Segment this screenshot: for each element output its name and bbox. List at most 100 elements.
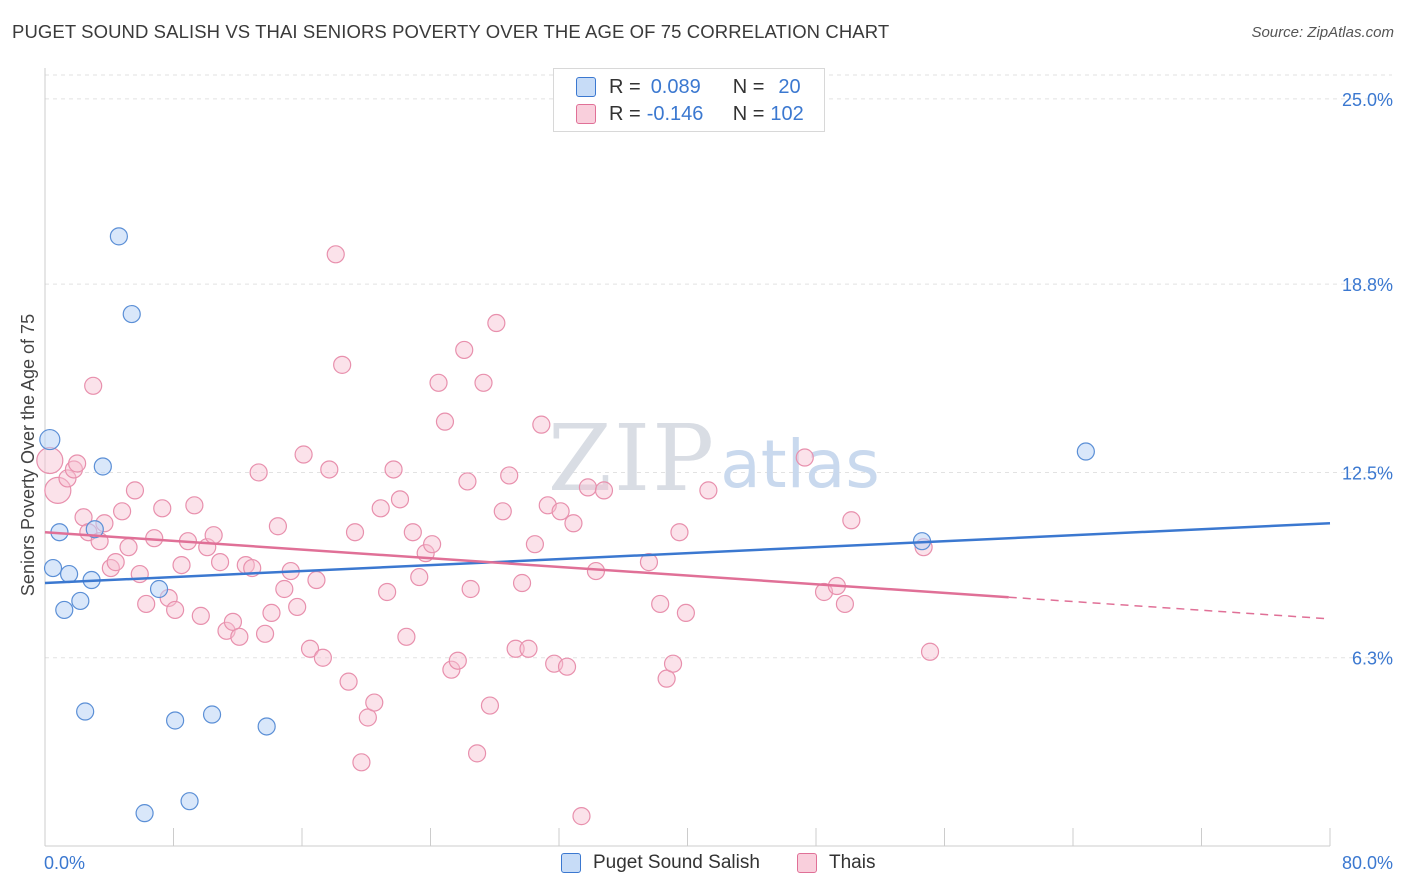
axes [44,68,1331,847]
source-credit: Source: ZipAtlas.com [1251,24,1394,41]
thais-point [185,496,204,515]
thais-point [506,639,525,658]
puget-sound-salish-point [93,457,112,476]
thais-point [500,466,519,485]
thais-point [551,502,570,521]
puget-sound-salish-point [149,579,169,599]
thais-point [403,523,422,542]
thais-point [525,535,545,554]
series-swatch-blue [561,853,581,873]
puget-sound-salish-point [257,717,276,736]
thais-point [384,460,403,479]
series-label: Puget Sound Salish [593,852,760,873]
thais-point [594,481,614,500]
thais-point [467,744,487,763]
thais-point [320,460,339,479]
thais-point [458,472,477,491]
x-tick-label-min: 0.0% [44,853,85,873]
puget-sound-salish-point [122,304,141,324]
thais-point [112,502,132,521]
thais-point [512,573,532,593]
puget-sound-salish-point [55,600,74,620]
chart-title: PUGET SOUND SALISH VS THAI SENIORS POVER… [12,21,890,42]
thais-point [397,627,416,646]
thais-point [44,476,72,504]
thais-point [172,555,191,575]
puget-sound-salish-point [71,591,90,611]
thais-trend-line [44,530,1009,599]
puget-sound-salish-point [1076,442,1095,461]
thais-point [663,654,683,673]
legend-swatch-blue [576,77,596,97]
thais-point [461,579,480,599]
thais-point [119,538,138,557]
thais-point [519,639,538,658]
watermark-zip: ZIP [548,405,716,512]
puget-sound-salish-point [135,804,154,823]
thais-point [36,446,64,475]
thais-point [307,570,326,590]
thais-point [106,553,125,572]
puget-sound-salish-point [76,702,95,721]
thais-point [578,478,598,497]
series-swatch-pink [797,853,817,873]
thais-point [557,657,577,676]
correlation-legend: R = 0.089 N = 20 R = -0.146 N = 102 [553,68,825,132]
thais-point [268,517,288,536]
puget-sound-salish-point [43,558,63,578]
thais-point [68,454,87,473]
thais-point [191,606,210,625]
series-legend: Puget Sound Salish Thais [0,852,1406,876]
thais-point [255,624,275,643]
thais-point [365,693,384,712]
x-tick-label-max: 80.0% [1342,853,1393,873]
legend-r-value: -0.146 [646,102,704,125]
thais-point [586,561,606,581]
thais-point [842,511,861,530]
legend-n-value: 20 [778,75,801,98]
thais-point [125,481,145,500]
legend-r-label: R = [609,75,641,98]
thais-point [333,355,352,374]
thais-point [532,415,551,434]
thais-point [378,582,397,602]
thais-point [835,594,855,614]
thais-point [639,553,659,572]
legend-n-label: N = [732,75,765,98]
thais-point [423,535,442,554]
thais-point [153,499,172,518]
legend-row-puget-sound-salish: R = 0.089 N = 20 [576,75,801,99]
thais-point [435,412,455,431]
thais-point [448,651,467,670]
series-legend-thais: Thais [797,852,875,874]
puget-sound-salish-point [180,792,199,811]
thais-point [487,313,506,333]
thais-point [455,340,474,360]
puget-sound-salish-point [39,428,61,451]
thais-point [676,603,695,623]
legend-swatch-pink [576,104,596,124]
thais-point [352,753,371,772]
puget-sound-salish-point [85,520,104,539]
series-legend-puget-sound-salish: Puget Sound Salish [561,852,760,874]
thais-point [480,696,500,715]
thais-point [442,660,461,679]
thais-point [58,469,77,488]
thais-point [326,245,345,264]
thais-point [101,558,120,578]
legend-n-value: 102 [770,102,804,125]
thais-point [300,639,320,658]
thais-point [166,600,185,620]
puget-sound-salish-point [109,227,128,246]
thais-point [339,672,358,691]
thais-point [371,499,390,518]
legend-r-label: R = [609,102,641,125]
thais-point [294,445,313,464]
y-tick-label: 6.3% [1352,649,1393,669]
thais-point [262,603,281,623]
thais-point [564,514,583,533]
thais-point [493,502,512,521]
thais-point [210,553,230,572]
thais-point [230,627,249,646]
